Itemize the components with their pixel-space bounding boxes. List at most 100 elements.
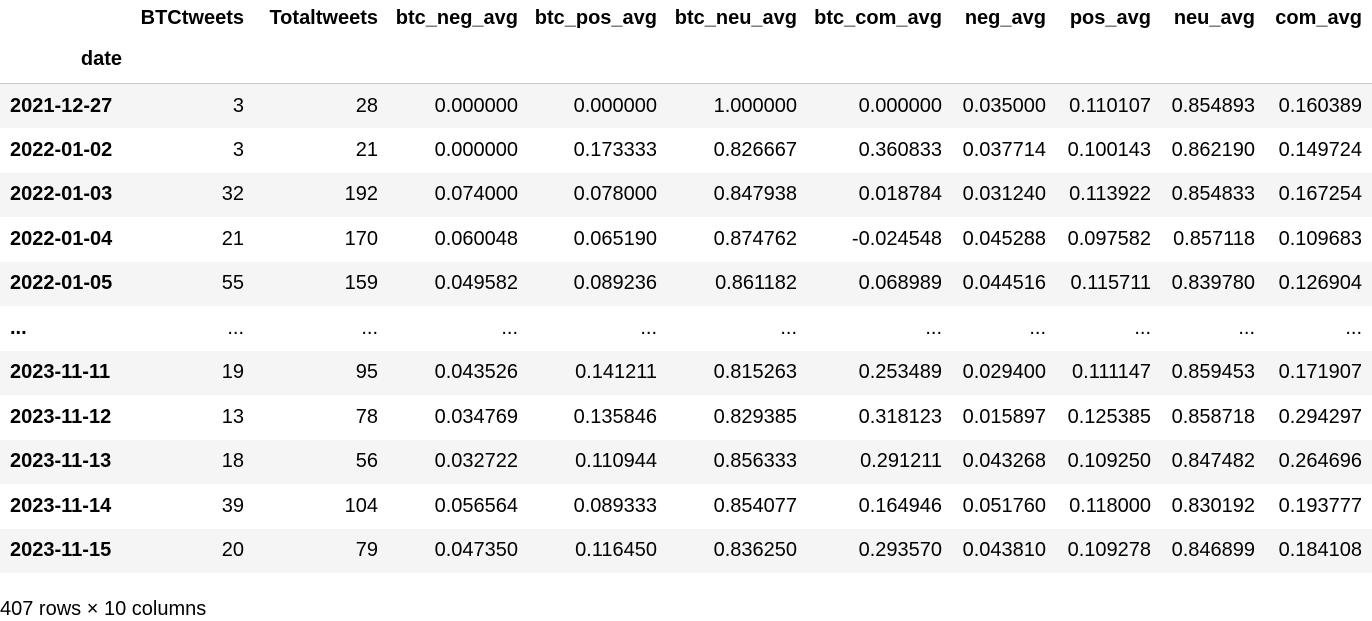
dataframe-shape-text: 407 rows × 10 columns	[0, 598, 207, 620]
table-cell: 0.826667	[713, 138, 797, 161]
column-header: btc_neu_avg	[674, 6, 797, 29]
table-cell: 104	[344, 494, 378, 517]
table-cell: ...	[1238, 316, 1255, 339]
table-cell: 0.858718	[1171, 405, 1255, 428]
table-cell: 0.184108	[1278, 539, 1362, 562]
table-cell: 0.862190	[1171, 138, 1255, 161]
table-cell: ...	[1029, 316, 1046, 339]
table-cell: 0.031240	[962, 183, 1046, 206]
table-cell: 0.089333	[573, 494, 657, 517]
table-cell: 3	[232, 94, 244, 117]
table-cell: 0.846899	[1171, 539, 1255, 562]
table-cell: 0.859453	[1171, 361, 1255, 384]
table-row: 2023-11-12 13 78 0.034769 0.135846 0.829385 0.…	[0, 395, 1372, 440]
empty-header-cell	[528, 36, 667, 84]
row-index-label: 2022-01-05	[10, 272, 113, 295]
index-name-label: date	[0, 36, 132, 84]
table-cell: 0.854833	[1171, 183, 1255, 206]
table-cell: 0.065190	[573, 227, 657, 250]
table-cell: 0.856333	[713, 450, 797, 473]
table-cell: 18	[221, 450, 244, 473]
table-cell: 1.000000	[713, 94, 797, 117]
empty-header-cell	[807, 36, 952, 84]
empty-header-cell	[667, 36, 807, 84]
table-cell: 0.854077	[713, 494, 797, 517]
table-row: 2022-01-04 21 170 0.060048 0.065190 0.874762 -…	[0, 217, 1372, 262]
column-header: btc_neg_avg	[395, 6, 518, 29]
table-cell: 3	[232, 138, 244, 161]
table-cell: 0.293570	[858, 539, 942, 562]
table-row: 2021-12-27 3 28 0.000000 0.000000 1.000000 0.0…	[0, 83, 1372, 128]
index-name-row: date	[0, 36, 1372, 84]
table-cell: ...	[640, 316, 657, 339]
table-cell: 0.056564	[434, 494, 518, 517]
table-cell: 0.015897	[962, 405, 1046, 428]
table-cell: 0.078000	[573, 183, 657, 206]
table-cell: 0.861182	[715, 272, 797, 295]
table-row: 2023-11-13 18 56 0.032722 0.110944 0.856333 0.…	[0, 439, 1372, 484]
table-cell: 0.839780	[1171, 272, 1255, 295]
table-row: 2023-11-14 39 104 0.056564 0.089333 0.854077 0…	[0, 484, 1372, 529]
table-cell: 32	[221, 183, 244, 206]
table-cell: 0.074000	[434, 183, 518, 206]
table-cell: 0.171907	[1278, 361, 1362, 384]
table-cell: 0.830192	[1171, 494, 1255, 517]
header-corner	[0, 0, 132, 36]
table-cell: ...	[1345, 316, 1362, 339]
empty-header-cell	[388, 36, 528, 84]
table-cell: 0.018784	[858, 183, 942, 206]
table-cell: 55	[221, 272, 244, 295]
table-cell: 0.118000	[1069, 494, 1151, 517]
table-cell: 170	[344, 227, 378, 250]
table-cell: 0.360833	[858, 138, 942, 161]
table-cell: 0.110107	[1069, 94, 1151, 117]
table-cell: 0.874762	[713, 227, 797, 250]
table-cell: ...	[925, 316, 942, 339]
table-cell: 0.000000	[573, 94, 657, 117]
empty-header-cell	[254, 36, 388, 84]
table-cell: 0.043526	[434, 361, 518, 384]
table-cell: 0.847938	[713, 183, 797, 206]
table-cell: 20	[221, 539, 244, 562]
table-cell: 79	[355, 539, 378, 562]
column-header: btc_pos_avg	[534, 6, 657, 29]
dataframe-table: BTCtweets Totaltweets btc_neg_avg btc_po…	[0, 0, 1372, 562]
table-cell: 0.000000	[858, 94, 942, 117]
table-cell: 0.141211	[575, 361, 657, 384]
table-row: 2022-01-05 55 159 0.049582 0.089236 0.861182 0…	[0, 261, 1372, 306]
table-cell: 0.000000	[434, 94, 518, 117]
table-cell: 78	[355, 405, 378, 428]
column-header: BTCtweets	[140, 6, 244, 29]
table-cell: 0.068989	[858, 272, 942, 295]
column-header: com_avg	[1275, 6, 1362, 29]
row-index-label: 2022-01-03	[10, 183, 113, 206]
table-cell: 0.815263	[713, 361, 797, 384]
empty-header-cell	[132, 36, 254, 84]
table-cell: ...	[1134, 316, 1151, 339]
table-cell: -0.024548	[851, 227, 942, 250]
table-cell: 0.043810	[962, 539, 1046, 562]
table-cell: 0.037714	[962, 138, 1046, 161]
table-cell: 0.173333	[573, 138, 657, 161]
table-cell: 0.847482	[1171, 450, 1255, 473]
table-cell: 0.089236	[573, 272, 657, 295]
table-cell: ...	[361, 316, 378, 339]
table-cell: 0.045288	[962, 227, 1046, 250]
table-cell: 0.167254	[1278, 183, 1362, 206]
row-index-label: 2023-11-13	[10, 450, 112, 473]
table-cell: 0.294297	[1278, 405, 1362, 428]
column-header: neu_avg	[1173, 6, 1255, 29]
column-header: Totaltweets	[269, 6, 378, 29]
table-cell: 0.149724	[1278, 138, 1362, 161]
row-index-label: 2023-11-15	[10, 539, 112, 562]
empty-header-cell	[952, 36, 1056, 84]
table-cell: 28	[355, 94, 378, 117]
table-cell: 0.034769	[434, 405, 518, 428]
table-cell: 0.318123	[858, 405, 942, 428]
column-header: neg_avg	[964, 6, 1046, 29]
table-cell: ...	[501, 316, 518, 339]
table-cell: 0.060048	[434, 227, 518, 250]
empty-header-cell	[1056, 36, 1161, 84]
table-cell: 13	[221, 405, 244, 428]
